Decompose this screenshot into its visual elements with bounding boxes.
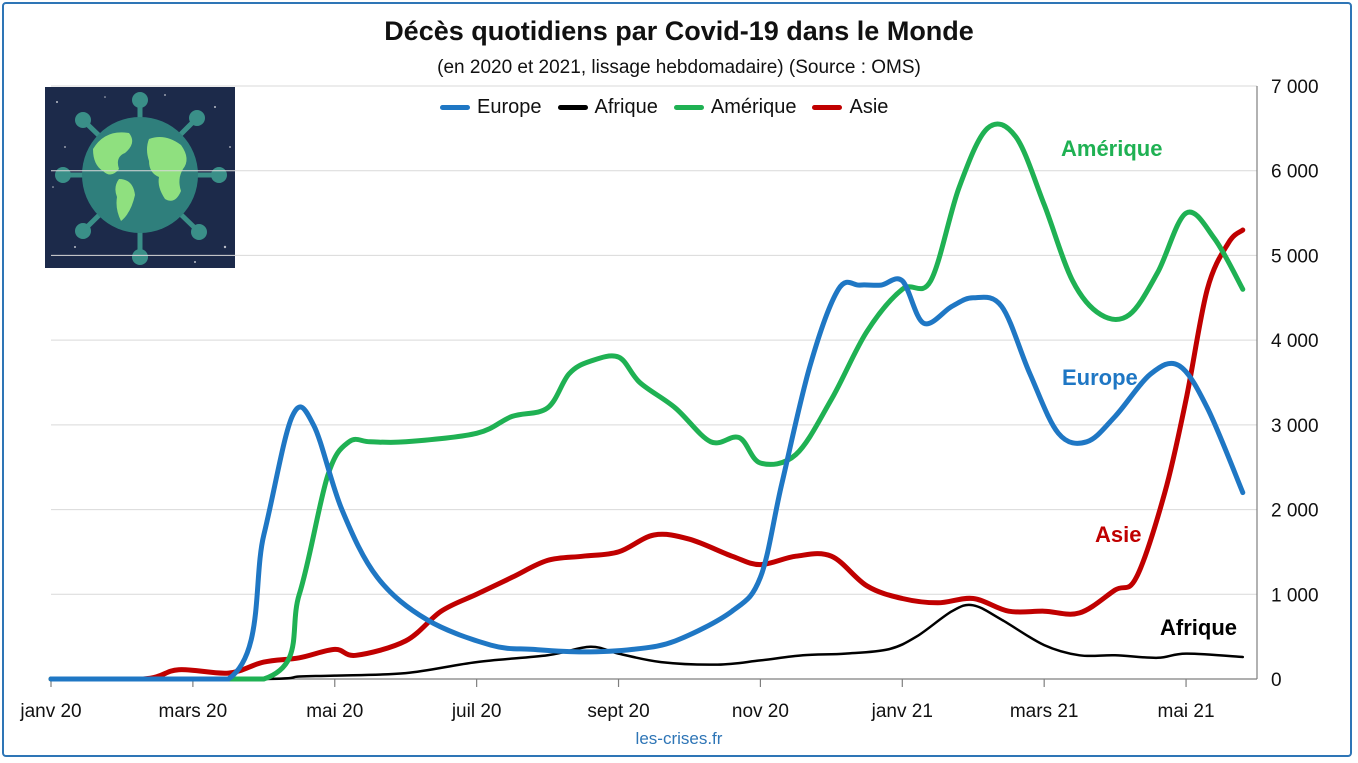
series-line-amerique bbox=[48, 121, 1246, 682]
series-line-europe bbox=[48, 276, 1246, 682]
legend-label-europe: Europe bbox=[477, 96, 542, 118]
chart-legend: Europe Afrique Amérique Asie bbox=[440, 96, 904, 119]
x-tick-label: mars 20 bbox=[159, 701, 228, 722]
legend-label-afrique: Afrique bbox=[594, 96, 658, 118]
y-tick-label: 6 000 bbox=[1271, 162, 1319, 183]
x-tick-label: mai 21 bbox=[1158, 701, 1215, 722]
legend-label-asie: Asie bbox=[849, 96, 889, 118]
x-tick-label: juil 20 bbox=[451, 701, 502, 722]
legend-item-europe: Europe bbox=[440, 96, 542, 119]
y-tick-label: 0 bbox=[1271, 670, 1282, 691]
x-tick-label: sept 20 bbox=[587, 701, 649, 722]
legend-item-amerique: Amérique bbox=[673, 96, 797, 119]
series-line-afrique bbox=[49, 603, 1245, 681]
x-tick-label: mai 20 bbox=[306, 701, 363, 722]
chart-subtitle: (en 2020 et 2021, lissage hebdomadaire) … bbox=[437, 57, 921, 78]
legend-swatch-asie bbox=[812, 105, 843, 110]
annotation-afrique: Afrique bbox=[1160, 615, 1237, 640]
y-tick-label: 4 000 bbox=[1271, 331, 1319, 352]
globe-virus-icon bbox=[45, 87, 235, 268]
legend-item-asie: Asie bbox=[812, 96, 888, 119]
legend-swatch-afrique bbox=[557, 105, 588, 110]
annotation-amerique: Amérique bbox=[1061, 136, 1163, 161]
x-tick-label: janv 21 bbox=[871, 701, 933, 722]
legend-label-amerique: Amérique bbox=[710, 96, 797, 118]
chart-title: Décès quotidiens par Covid-19 dans le Mo… bbox=[384, 16, 974, 46]
legend-swatch-amerique bbox=[673, 105, 704, 110]
x-tick-label: janv 20 bbox=[19, 701, 81, 722]
y-tick-label: 7 000 bbox=[1271, 77, 1319, 98]
source-credit: les-crises.fr bbox=[635, 729, 723, 748]
y-tick-label: 5 000 bbox=[1271, 246, 1319, 267]
y-tick-label: 3 000 bbox=[1271, 416, 1319, 437]
annotation-asie: Asie bbox=[1095, 522, 1142, 547]
legend-swatch-europe bbox=[440, 105, 470, 110]
annotation-europe: Europe bbox=[1062, 365, 1138, 390]
y-tick-label: 2 000 bbox=[1271, 501, 1319, 522]
series-line-asie bbox=[48, 227, 1246, 682]
y-tick-label: 1 000 bbox=[1271, 585, 1319, 606]
legend-item-afrique: Afrique bbox=[557, 96, 658, 119]
x-tick-label: mars 21 bbox=[1010, 701, 1079, 722]
x-tick-label: nov 20 bbox=[732, 701, 789, 722]
